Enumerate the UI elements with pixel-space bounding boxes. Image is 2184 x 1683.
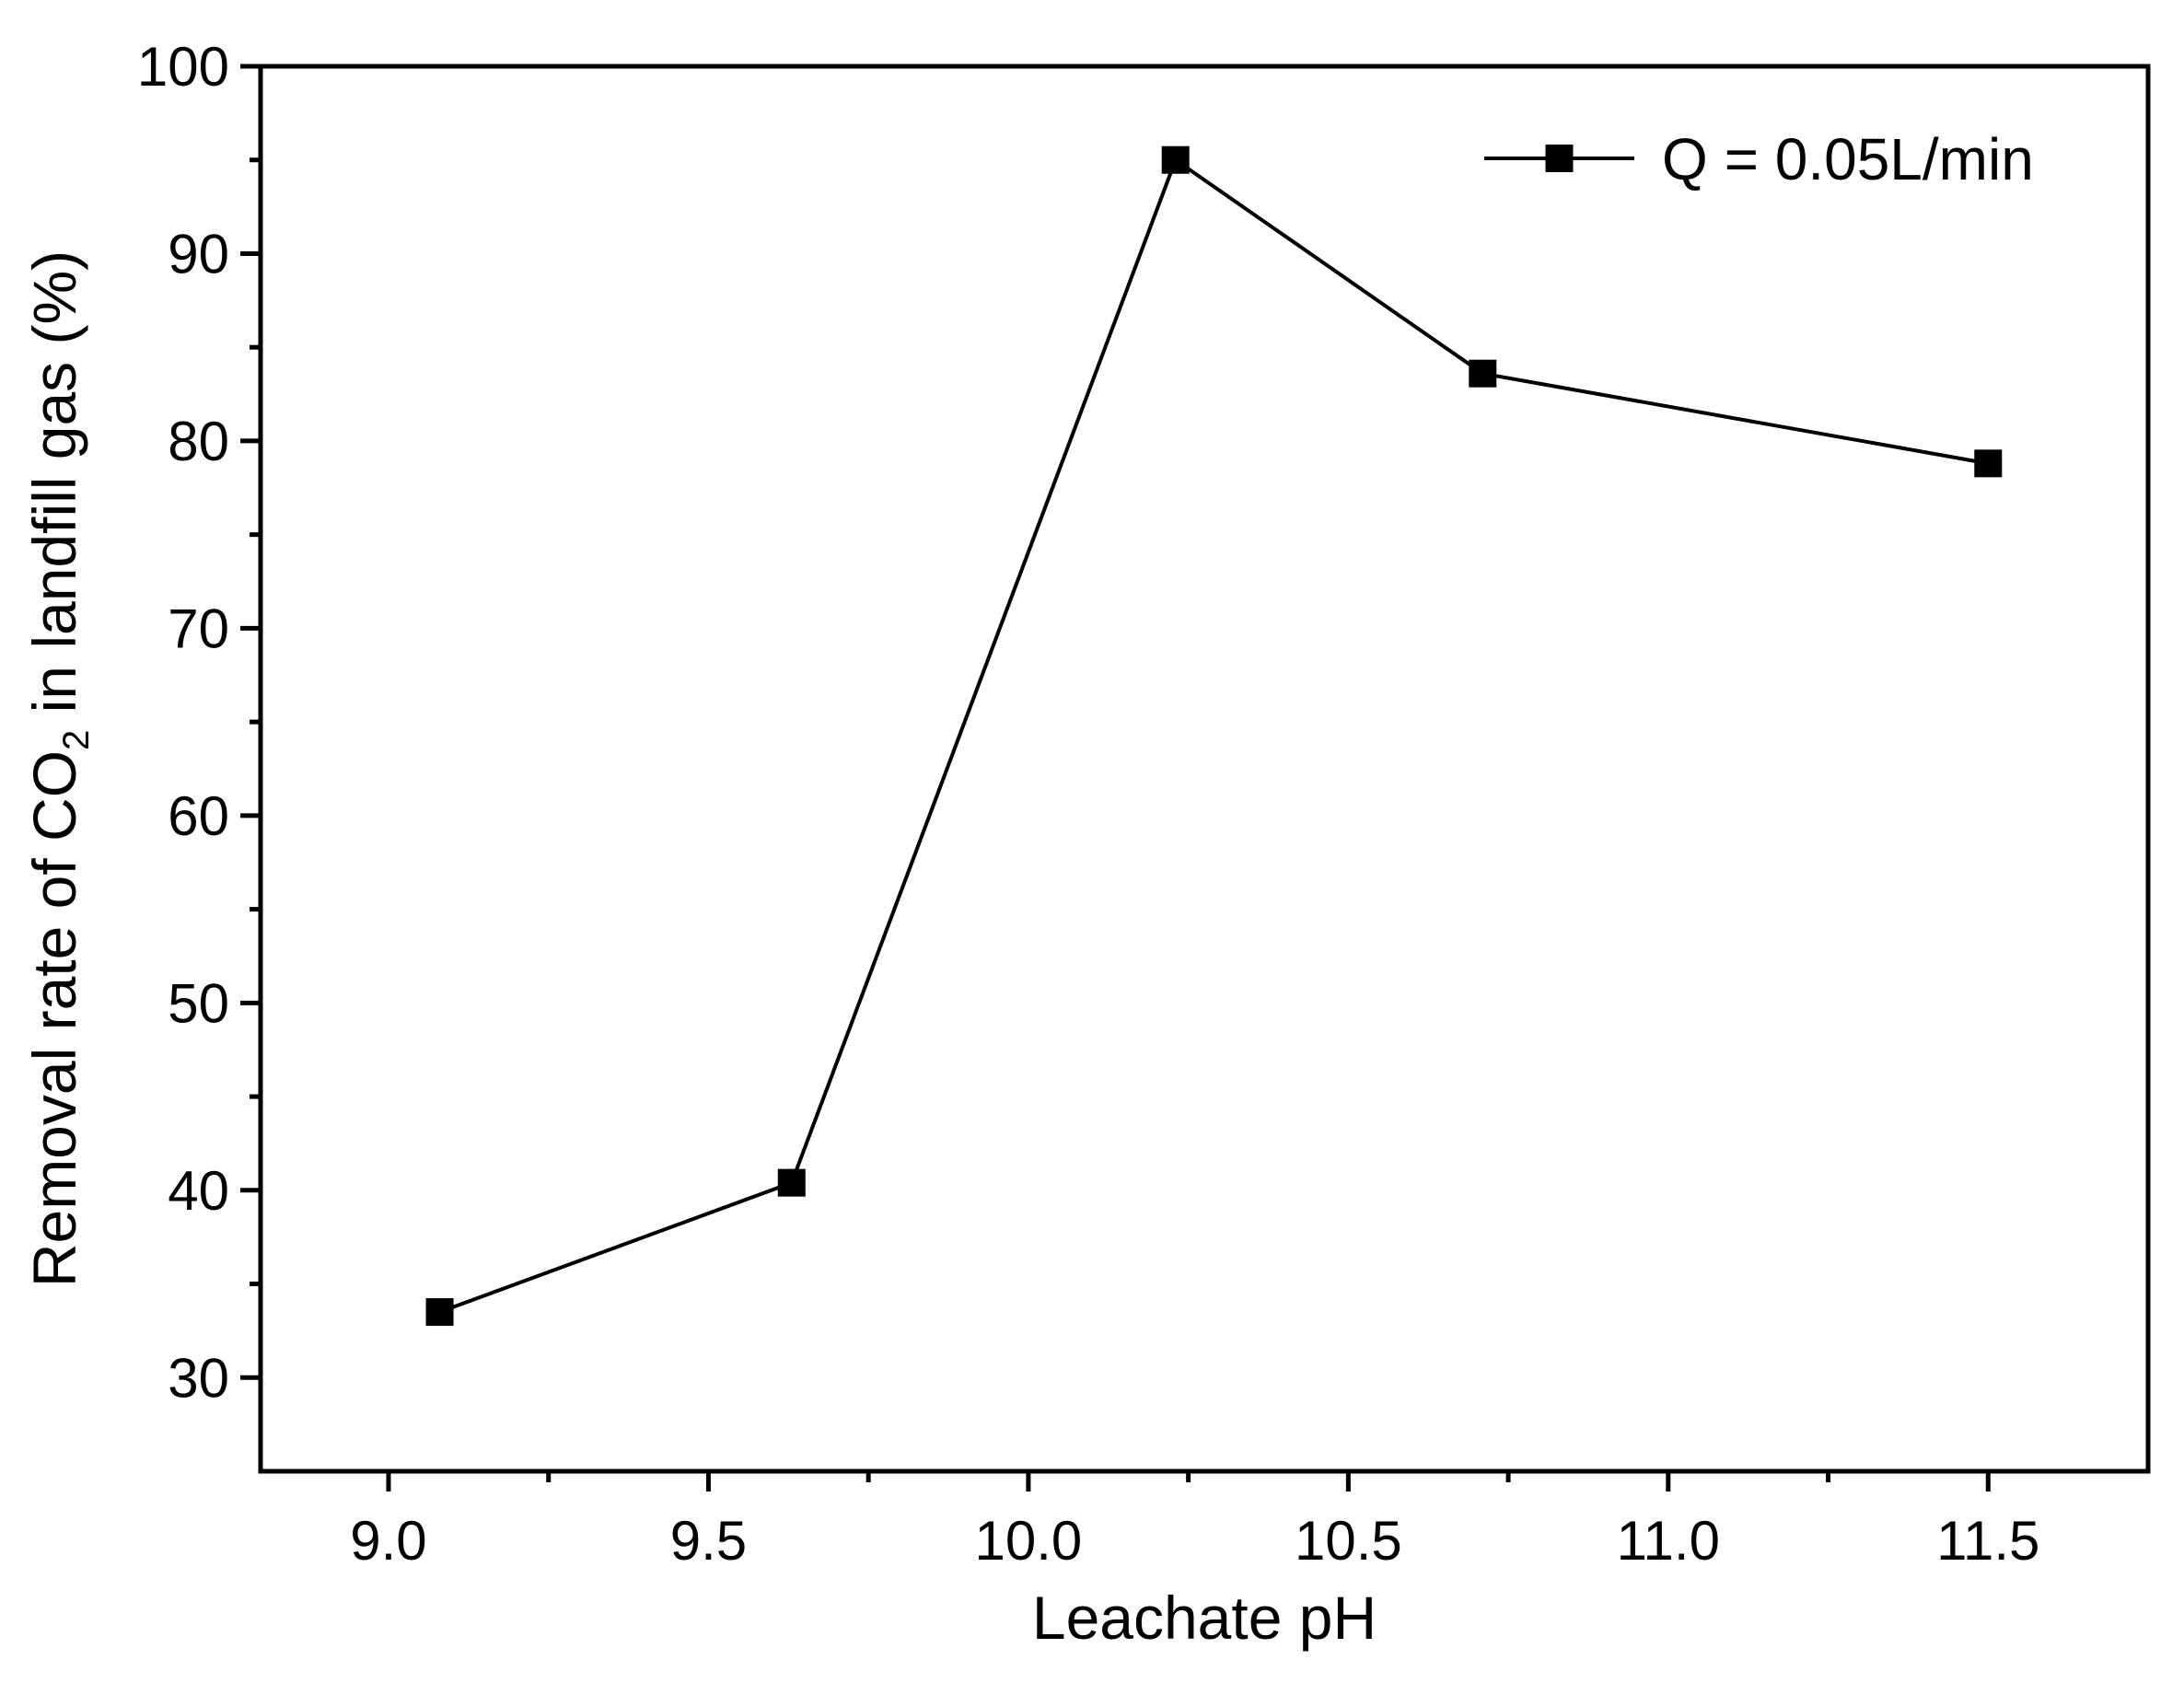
data-point-marker — [777, 1168, 806, 1197]
y-tick-label: 60 — [168, 785, 229, 847]
x-tick-label: 10.5 — [1295, 1510, 1402, 1572]
plot-frame — [258, 64, 2151, 1474]
x-tick-label: 9.5 — [670, 1510, 747, 1572]
x-tick-label: 11.0 — [1617, 1510, 1720, 1572]
y-axis-title-main: Removal rate of CO — [20, 750, 88, 1287]
axis-ticks: 9.0 9.5 10.0 10.5 11.0 11.5 30 40 50 60 70 80 90 100 — [137, 36, 2040, 1572]
data-series — [425, 145, 2003, 1327]
axes — [258, 64, 2151, 1474]
data-point-marker — [1974, 449, 2003, 478]
x-tick-label: 11.5 — [1936, 1510, 2039, 1572]
data-point-marker — [1161, 145, 1190, 174]
x-tick-label: 9.0 — [350, 1510, 426, 1572]
legend: Q = 0.05L/min — [1484, 126, 2034, 192]
y-tick-label: 50 — [168, 972, 229, 1034]
y-tick-label: 30 — [168, 1347, 229, 1409]
y-tick-label: 70 — [168, 598, 229, 659]
y-axis-title-subscript: 2 — [56, 730, 97, 750]
y-tick-label: 80 — [168, 411, 229, 472]
y-tick-label: 90 — [168, 223, 229, 284]
legend-label: Q = 0.05L/min — [1662, 126, 2034, 192]
x-tick-label: 10.0 — [975, 1510, 1083, 1572]
y-tick-label: 40 — [168, 1160, 229, 1222]
y-tick-label: 100 — [137, 36, 229, 98]
legend-marker — [1545, 145, 1574, 172]
series-line — [438, 157, 1989, 1314]
y-axis-title-rest: in landfill gas (%) — [20, 250, 88, 730]
data-point-marker — [425, 1298, 454, 1327]
x-axis-title: Leachate pH — [1032, 1584, 1377, 1652]
data-point-marker — [1469, 359, 1497, 388]
y-axis-title: Removal rate of CO2 in landfill gas (%) — [20, 250, 97, 1287]
